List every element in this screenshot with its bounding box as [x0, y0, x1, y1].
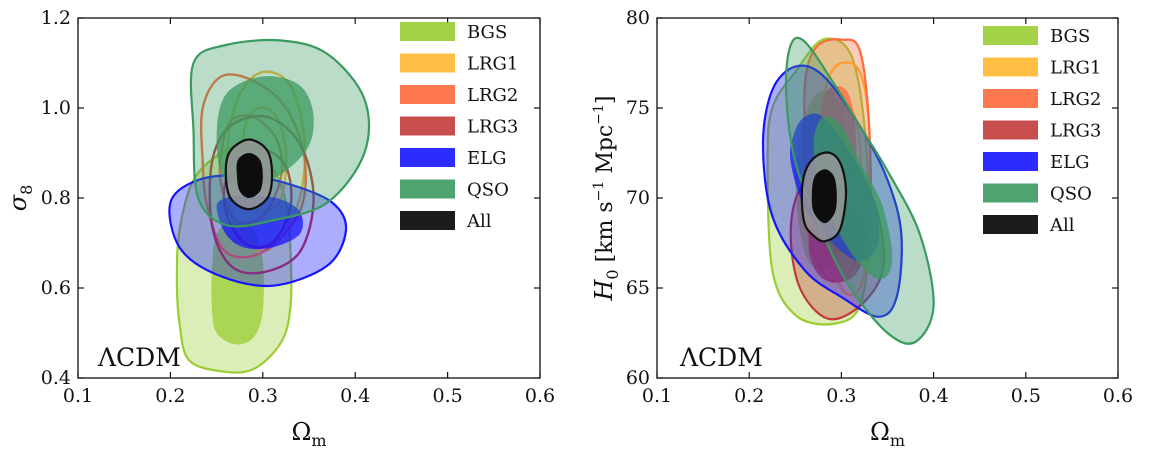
- contour-qso: [189, 38, 371, 228]
- legend-label-all: All: [1049, 215, 1075, 236]
- contour-all: [224, 138, 274, 211]
- x-tick-label: 0.2: [155, 385, 185, 407]
- y-tick-label: 0.6: [41, 277, 71, 299]
- x-tick-label: 0.5: [1011, 385, 1041, 407]
- y-tick-label: 1.0: [41, 97, 71, 119]
- right-panel-h0: 0.1 0.2 0.3 0.4 0.5 0.6 60 65 70 75 80 Ωm H0 [km s−1…: [590, 7, 1133, 450]
- legend-swatch-bgs: [400, 22, 455, 41]
- contour-all-68: [236, 153, 263, 198]
- legend-label-lrg2: LRG2: [1050, 89, 1101, 110]
- x-tick-label: 0.6: [525, 385, 555, 407]
- y-axis-title: σ8: [4, 185, 36, 212]
- y-tick-label: 80: [626, 7, 650, 29]
- legend-label-elg: ELG: [1050, 152, 1089, 173]
- y-tick-label: 75: [626, 97, 650, 119]
- legend-label-lrg2: LRG2: [467, 85, 518, 106]
- y-tick-label: 65: [626, 277, 650, 299]
- x-axis-title: Ωm: [870, 418, 905, 450]
- y-tick-label: 1.2: [41, 7, 71, 29]
- legend-label-lrg3: LRG3: [1050, 121, 1101, 142]
- legend-label-qso: QSO: [1050, 184, 1092, 205]
- y-tick-label: 70: [626, 187, 650, 209]
- legend-swatch-lrg3: [400, 116, 455, 136]
- x-tick-label: 0.5: [432, 385, 462, 407]
- x-tick-label: 0.3: [826, 385, 856, 407]
- legend-label-bgs: BGS: [467, 22, 507, 43]
- legend-swatch-lrg2: [983, 89, 1038, 108]
- model-annotation: ΛCDM: [97, 343, 181, 372]
- left-panel-sigma8: 0.1 0.2 0.3 0.4 0.5 0.6 0.4 0.6 0.8 1.0 1.2 Ωm σ8 ΛCD…: [4, 7, 555, 450]
- y-tick-label: 0.4: [41, 367, 71, 389]
- y-tick-label: 60: [626, 367, 650, 389]
- legend-swatch-qso: [983, 183, 1038, 203]
- legend: BGS LRG1 LRG2 LRG3 ELG QSO All: [400, 22, 518, 232]
- legend-swatch-qso: [400, 179, 455, 199]
- x-axis-title: Ωm: [291, 418, 326, 450]
- y-tick-label: 0.8: [41, 187, 71, 209]
- x-tick-label: 0.1: [63, 385, 93, 407]
- legend-label-all: All: [466, 211, 492, 232]
- legend-swatch-elg: [983, 152, 1038, 171]
- legend-swatch-lrg1: [400, 53, 455, 73]
- x-tick-label: 0.6: [1103, 385, 1133, 407]
- model-annotation: ΛCDM: [679, 343, 763, 372]
- legend-swatch-lrg3: [983, 120, 1038, 140]
- legend: BGS LRG1 LRG2 LRG3 ELG QSO All: [983, 26, 1101, 236]
- x-tick-label: 0.3: [248, 385, 278, 407]
- legend-swatch-lrg1: [983, 57, 1038, 77]
- legend-label-qso: QSO: [467, 180, 509, 201]
- contour-all: [800, 151, 848, 243]
- x-tick-label: 0.2: [734, 385, 764, 407]
- legend-label-bgs: BGS: [1050, 26, 1090, 47]
- contours: [761, 36, 935, 345]
- legend-label-lrg1: LRG1: [1050, 58, 1101, 79]
- x-tick-label: 0.4: [918, 385, 948, 407]
- x-tick-label: 0.4: [340, 385, 370, 407]
- legend-label-elg: ELG: [467, 148, 506, 169]
- y-axis-title: H0 [km s−1 Mpc−1]: [590, 96, 622, 302]
- legend-label-lrg3: LRG3: [467, 117, 518, 138]
- legend-swatch-all: [400, 211, 455, 230]
- legend-label-lrg1: LRG1: [467, 54, 518, 75]
- legend-swatch-all: [983, 215, 1038, 234]
- contours: [168, 38, 371, 374]
- legend-swatch-bgs: [983, 26, 1038, 45]
- x-tick-label: 0.1: [642, 385, 672, 407]
- legend-swatch-elg: [400, 148, 455, 167]
- contour-all-68: [811, 169, 837, 224]
- legend-swatch-lrg2: [400, 85, 455, 104]
